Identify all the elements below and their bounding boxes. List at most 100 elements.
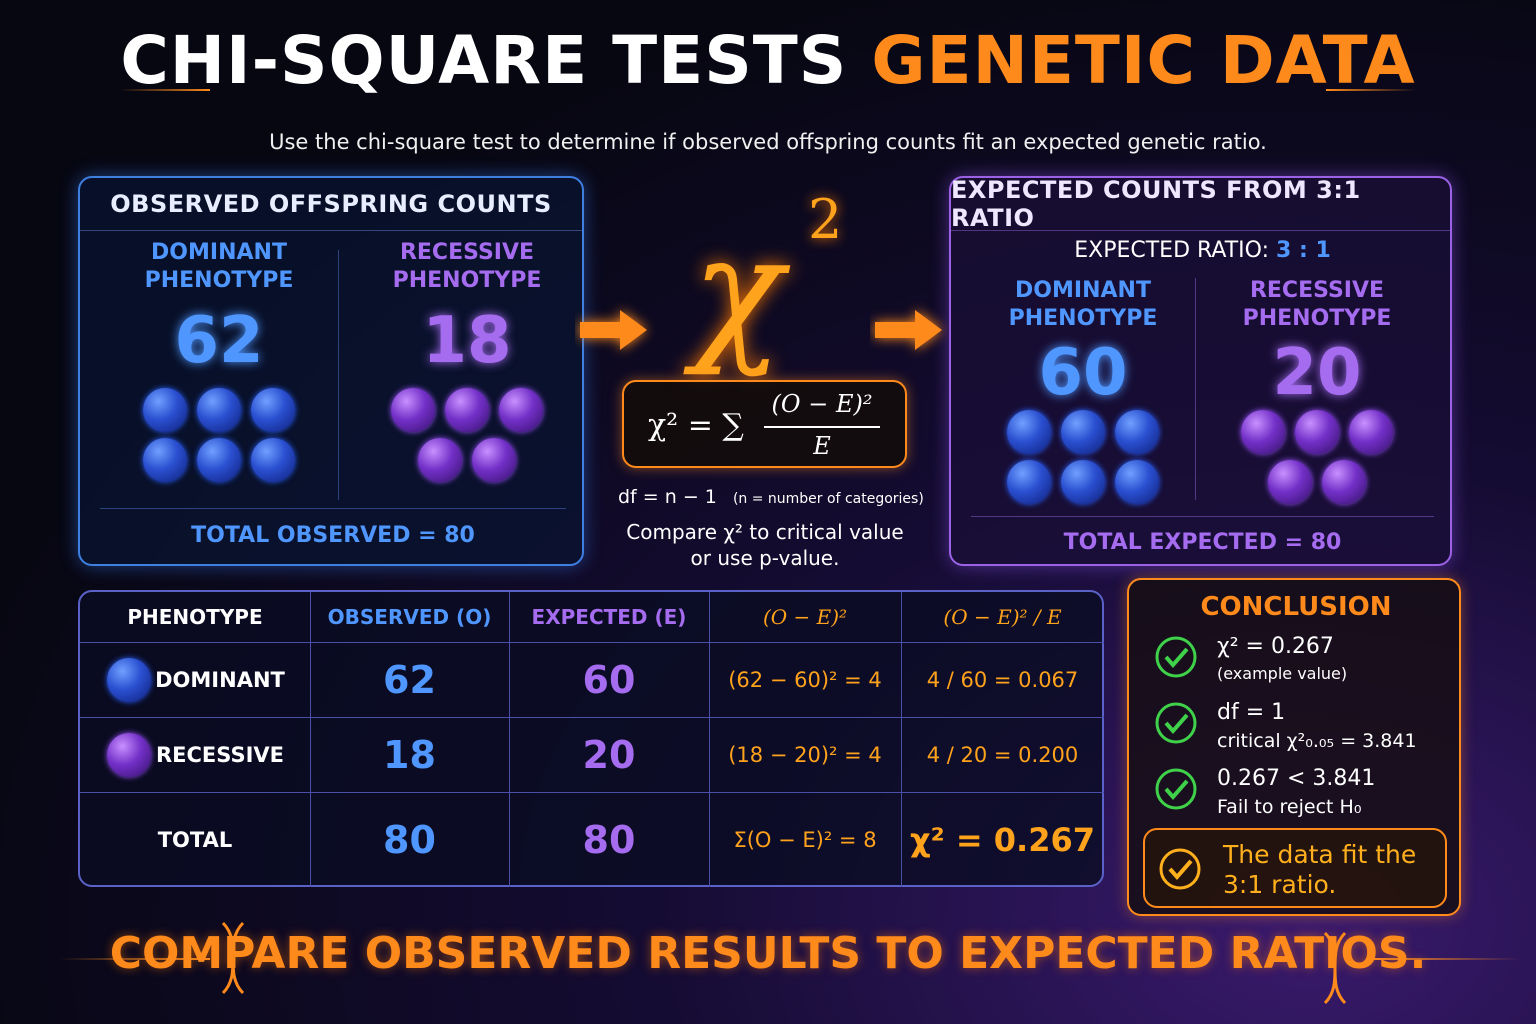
table-cell: χ² = 0.267 xyxy=(910,820,1095,859)
result-check xyxy=(1159,848,1201,890)
title: CHI-SQUARE TESTS GENETIC DATA xyxy=(0,22,1536,99)
count: 60 xyxy=(1038,336,1128,410)
bead xyxy=(499,388,543,432)
table-cell: TOTAL xyxy=(157,827,233,852)
conclusion-main: χ² = 0.267 xyxy=(1217,634,1334,659)
conclusion-title: CONCLUSION xyxy=(1200,592,1392,622)
phenotype-label: PHENOTYPE xyxy=(1008,306,1158,331)
footer-rule xyxy=(60,958,210,960)
header-cell: OBSERVED (O) xyxy=(327,605,492,629)
bead xyxy=(1007,410,1051,454)
data-table: PHENOTYPE OBSERVED (O) EXPECTED (E) (O − E)… xyxy=(78,590,1104,887)
table-cell: (18 − 20)² = 4 xyxy=(728,742,882,767)
table-cell: DOMINANT xyxy=(155,667,285,692)
phenotype-label: DOMINANT xyxy=(151,240,287,265)
count: 18 xyxy=(422,304,512,378)
bead xyxy=(143,388,187,432)
formula-box: χ² = ∑ (O − E)² E xyxy=(622,380,907,468)
chi-exponent: 2 xyxy=(808,188,843,251)
bead xyxy=(1115,410,1159,454)
conclusion-sub: critical χ²₀.₀₅ = 3.841 xyxy=(1217,730,1417,752)
bead xyxy=(1295,410,1339,454)
divider xyxy=(100,508,566,509)
panel-title: OBSERVED OFFSPRING COUNTS xyxy=(80,178,582,231)
check-mark xyxy=(1164,713,1189,735)
table-cell: RECESSIVE xyxy=(156,742,284,767)
table-cell: (62 − 60)² = 4 xyxy=(728,667,882,692)
bead xyxy=(107,657,151,702)
bead xyxy=(1115,460,1159,504)
formula-numerator: (O − E)² xyxy=(771,390,873,418)
panel-title: EXPECTED COUNTS FROM 3:1 RATIO xyxy=(951,176,1450,232)
conclusion-panel: CONCLUSION The data fit the 3:1 ratio. χ… xyxy=(1127,578,1461,916)
row-line xyxy=(80,717,1104,718)
bead xyxy=(472,438,516,482)
phenotype-label: RECESSIVE xyxy=(399,240,535,265)
check-mark xyxy=(1164,647,1189,669)
formula-denominator: E xyxy=(813,432,831,460)
bead xyxy=(1007,460,1051,504)
table-cell: 62 xyxy=(383,657,436,702)
conclusion-main: df = 1 xyxy=(1217,700,1286,725)
dna xyxy=(1323,931,1347,1005)
column-line xyxy=(709,592,710,887)
divider xyxy=(971,516,1434,517)
check-icon xyxy=(1155,702,1197,744)
phenotype-label: PHENOTYPE xyxy=(1242,306,1392,331)
row-line xyxy=(80,792,1104,793)
dna xyxy=(221,921,245,995)
dna-icon xyxy=(221,921,245,995)
bead xyxy=(1322,460,1366,504)
table-cell: 4 / 60 = 0.067 xyxy=(926,667,1079,692)
fraction-bar xyxy=(764,426,880,428)
divider xyxy=(1195,278,1196,500)
bead xyxy=(1268,460,1312,504)
table-cell: 20 xyxy=(582,732,636,777)
column-line xyxy=(509,592,510,887)
conclusion-sub: (example value) xyxy=(1217,664,1348,683)
column-line xyxy=(310,592,311,887)
check-icon xyxy=(1155,768,1197,810)
phenotype-label: RECESSIVE xyxy=(1249,278,1385,303)
df-note: (n = number of categories) xyxy=(732,491,924,507)
footer-rule xyxy=(1370,958,1520,960)
subtitle: Use the chi-square test to determine if … xyxy=(269,130,1267,154)
check-ring xyxy=(1159,848,1201,890)
ratio: 3 : 1 xyxy=(1276,238,1331,263)
count: 62 xyxy=(174,304,264,378)
check-ring xyxy=(1155,768,1197,810)
bead xyxy=(251,388,295,432)
bead xyxy=(143,438,187,482)
bead xyxy=(1061,410,1105,454)
header-cell: PHENOTYPE xyxy=(127,605,263,629)
bead xyxy=(197,438,241,482)
total-observed: TOTAL OBSERVED = 80 xyxy=(191,523,475,548)
formula-left: χ² = ∑ xyxy=(648,408,744,443)
table-cell: 80 xyxy=(582,817,636,862)
compare-line: or use p-value. xyxy=(690,546,840,570)
result-box: The data fit the 3:1 ratio. xyxy=(1143,828,1447,908)
check-ring xyxy=(1155,702,1197,744)
check-mark xyxy=(1168,859,1193,881)
expected-panel: EXPECTED COUNTS FROM 3:1 RATIO EXPECTED … xyxy=(949,176,1452,566)
dna-icon xyxy=(1323,931,1347,1005)
title-rule xyxy=(1326,89,1416,91)
arrow-left xyxy=(580,310,647,350)
count: 20 xyxy=(1272,336,1362,410)
conclusion-main: 0.267 < 3.841 xyxy=(1217,766,1376,791)
chi-symbol: χ xyxy=(692,205,783,379)
df-line: df = n − 1 (n = number of categories) xyxy=(618,486,924,508)
ratio-label: EXPECTED RATIO: xyxy=(1074,238,1270,263)
phenotype-label: PHENOTYPE xyxy=(144,268,294,293)
column-line xyxy=(901,592,902,887)
divider xyxy=(338,250,339,500)
table-cell: 18 xyxy=(383,732,436,777)
conclusion-sub: Fail to reject H₀ xyxy=(1217,796,1362,818)
bead xyxy=(197,388,241,432)
ratio-line: EXPECTED RATIO: 3 : 1 xyxy=(951,238,1454,263)
table-cell: 80 xyxy=(383,817,436,862)
observed-panel: OBSERVED OFFSPRING COUNTS TOTAL OBSERVED… xyxy=(78,176,584,566)
result-text: The data fit the 3:1 ratio. xyxy=(1223,840,1417,899)
header-cell: (O − E)² / E xyxy=(943,605,1062,629)
table-cell: 60 xyxy=(582,657,636,702)
